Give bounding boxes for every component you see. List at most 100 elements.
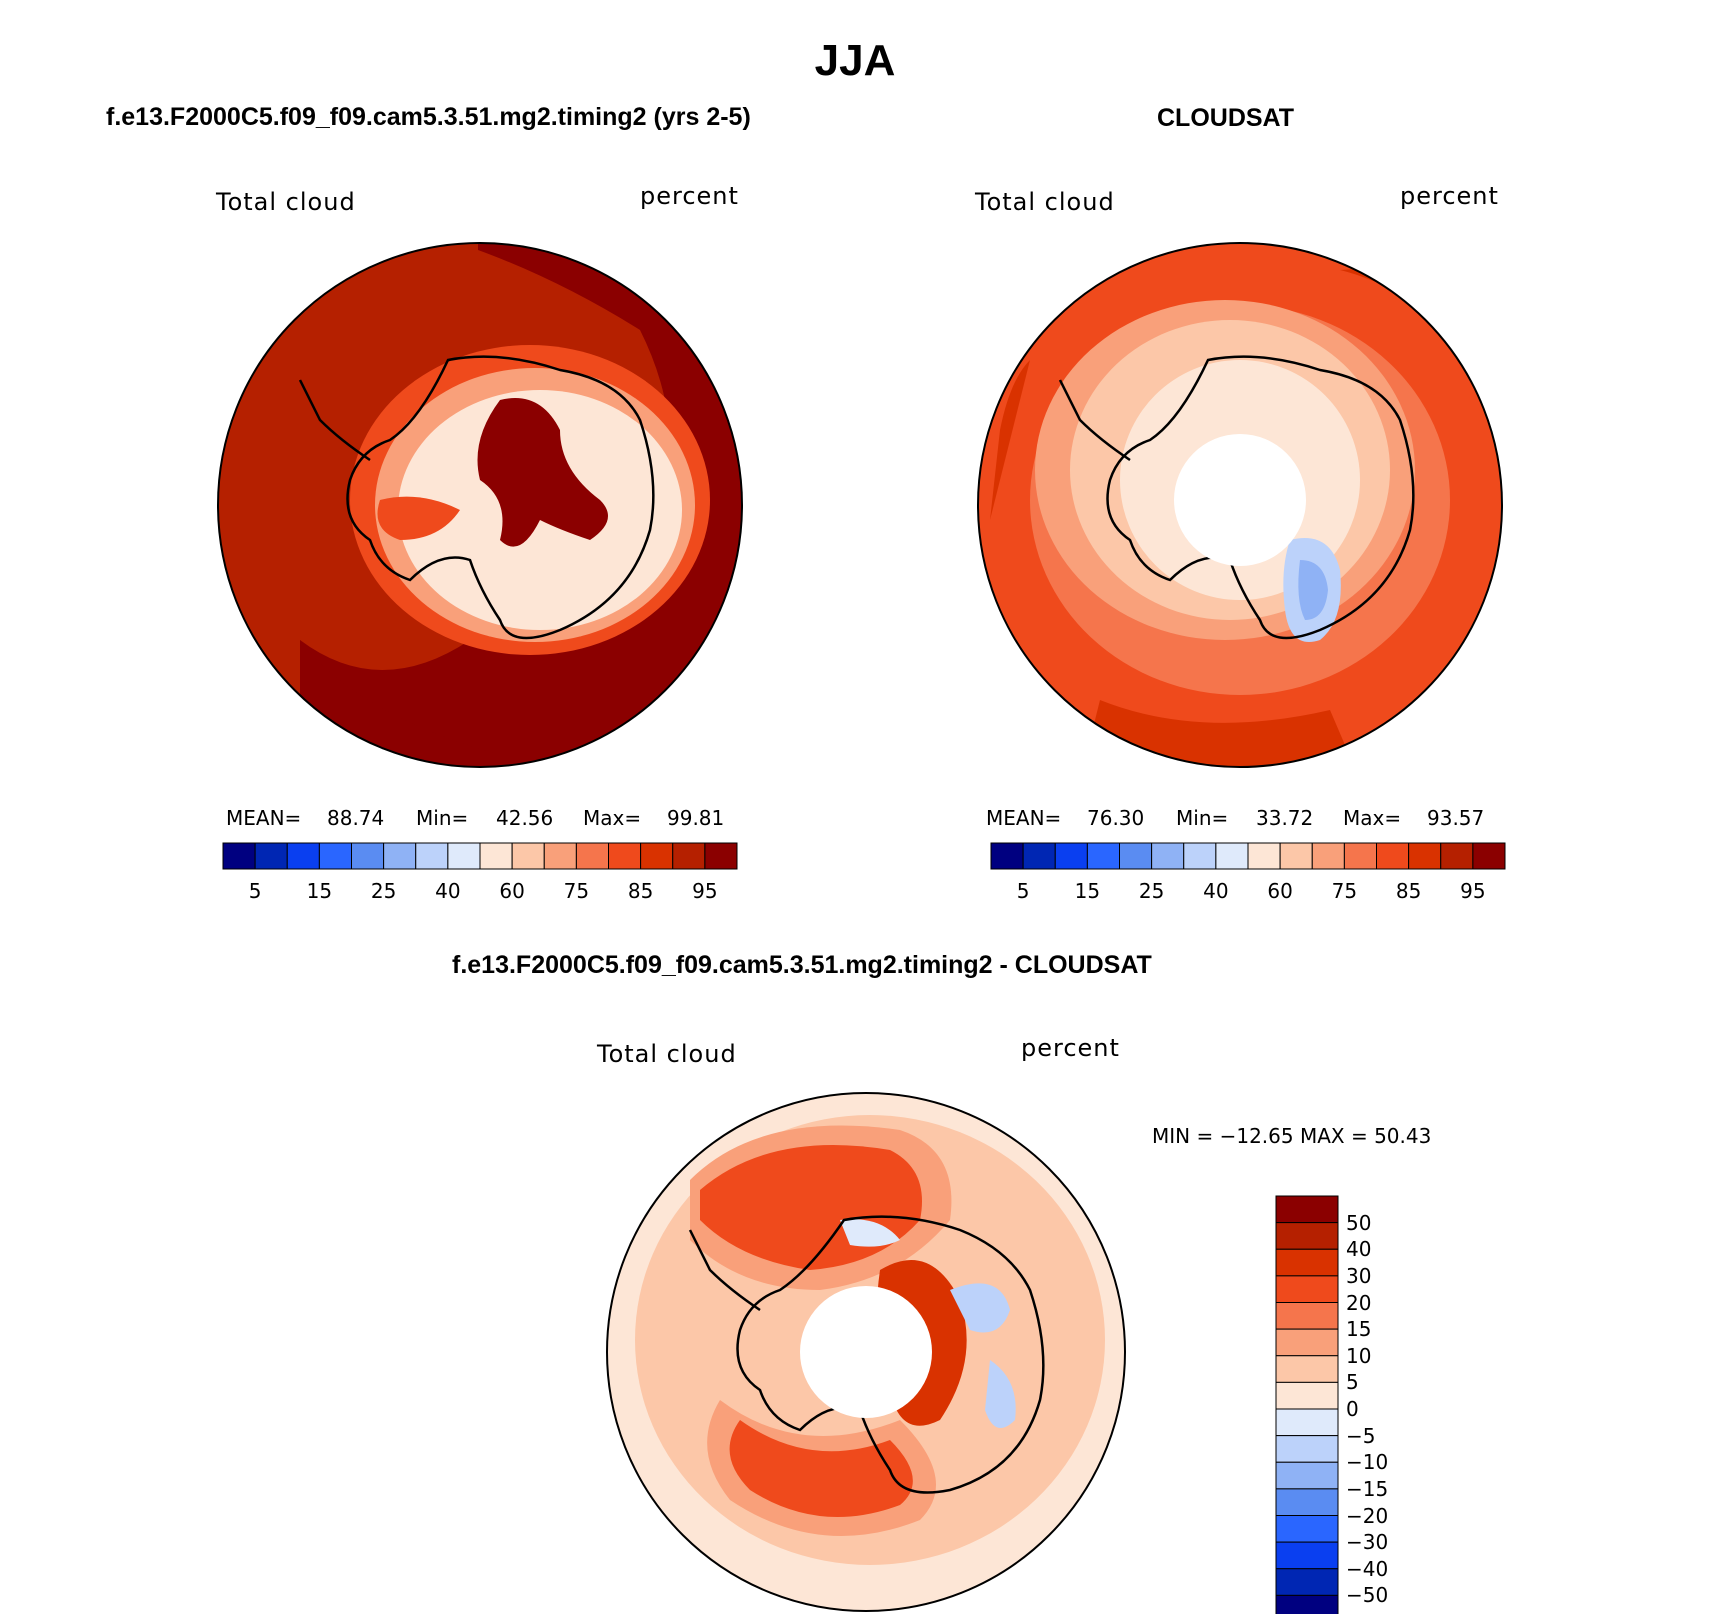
- panel-1-colorbar-swatch: [351, 842, 385, 870]
- panel-1-colorbar-tick-label: 60: [499, 879, 525, 903]
- panel-1-max-value: 99.81: [667, 806, 725, 830]
- panel-3-colorbar-tick-label: −15: [1346, 1476, 1389, 1501]
- panel-1-colorbar-swatch: [640, 842, 674, 870]
- panel-3-colorbar-swatch: [1275, 1568, 1339, 1596]
- panel-2-colorbar-swatch: [1311, 842, 1345, 870]
- panel-3-colorbar-tick-label: −30: [1346, 1530, 1389, 1555]
- panel-1-colorbar-swatch: [254, 842, 288, 870]
- panel-2-colorbar-swatch: [1279, 842, 1313, 870]
- panel-1-peninsula: [298, 379, 371, 462]
- panel-3-colorbar-swatch: [1275, 1328, 1339, 1357]
- panel-1-colorbar-swatch: [704, 842, 738, 870]
- panel-3-coastline: [736, 1215, 1045, 1494]
- panel-3-high-pos-s: [729, 1420, 913, 1517]
- panel-1-max-label: Max=: [583, 806, 642, 830]
- panel-3-colorbar-tick-label: −5: [1346, 1423, 1376, 1448]
- panel-2-colorbar-swatch: [1022, 842, 1056, 870]
- panel-3-neg-patch-3: [840, 1219, 900, 1247]
- panel-3-colorbar-tick-label: 20: [1346, 1290, 1372, 1315]
- panel-3-colorbar-swatch: [1275, 1248, 1339, 1277]
- panel-3-colorbar-swatch: [1275, 1275, 1339, 1303]
- panel-1-colorbar-tick-label: 75: [563, 879, 590, 903]
- panel-1-colorbar-swatch: [222, 842, 256, 870]
- panel-3-colorbar-swatch: [1275, 1435, 1339, 1463]
- panel-3-map-border: [606, 1092, 1126, 1612]
- panel-1-min-label: Min=: [416, 806, 469, 830]
- panel-1-variable-label: Total cloud: [216, 188, 356, 216]
- panel-3-colorbar-swatch: [1275, 1488, 1339, 1516]
- panel-1-colorbar-tick-label: 25: [370, 879, 397, 903]
- panel-2-colorbar-tick-label: 25: [1138, 879, 1165, 903]
- panel-2-low-cloud-core: [1298, 560, 1328, 620]
- panel-2-colorbar-swatch: [1215, 842, 1249, 870]
- panel-1-interior-patch: [377, 496, 460, 540]
- panel-3-polar-gap: [800, 1286, 932, 1418]
- panel-3-units-label: percent: [1021, 1034, 1120, 1062]
- panel-3-colorbar-tick-label: 50: [1346, 1210, 1372, 1235]
- panel-2-min-value: 33.72: [1256, 806, 1314, 830]
- panel-2-colorbar-tick-label: 85: [1395, 879, 1422, 903]
- panel-1-coastline: [346, 355, 655, 640]
- panel-1-colorbar-swatch: [511, 842, 545, 870]
- panel-3-colorbar-tick-label: 0: [1346, 1397, 1359, 1421]
- panel-3-neg-patch-2: [985, 1360, 1016, 1428]
- panel-1-colorbar-swatch: [575, 842, 609, 870]
- panel-1-high-cloud-region: [300, 243, 742, 767]
- panel-2-min-label: Min=: [1176, 806, 1229, 830]
- panel-3-colorbar-swatch: [1275, 1408, 1339, 1437]
- panel-2-coastline: [1106, 355, 1415, 640]
- panel-1-interior-high-cloud: [477, 398, 608, 547]
- panel-1-colorbar-tick-label: 95: [692, 879, 718, 903]
- panel-3-colorbar-tick-label: 10: [1346, 1343, 1372, 1368]
- panel-3-colorbar-swatch: [1275, 1355, 1339, 1383]
- panel-1-colorbar-swatch: [543, 842, 577, 870]
- panel-2-colorbar-swatch: [1472, 842, 1506, 870]
- panel-1-title: f.e13.F2000C5.f09_f09.cam5.3.51.mg2.timi…: [106, 103, 751, 131]
- panel-1-mean-label: MEAN=: [226, 806, 302, 830]
- panel-3-colorbar-tick-label: 30: [1346, 1263, 1372, 1288]
- panel-2-max-label: Max=: [1343, 806, 1402, 830]
- panel-3-colorbar-tick-label: 40: [1346, 1237, 1372, 1262]
- panel-2-variable-label: Total cloud: [975, 188, 1115, 216]
- panel-3-variable-label: Total cloud: [597, 1040, 737, 1068]
- panel-2-polar-gap: [1174, 434, 1306, 566]
- panel-2-colorbar-swatch: [1343, 842, 1377, 870]
- panel-2-max-value: 93.57: [1427, 806, 1485, 830]
- panel-2-colorbar-swatch: [990, 842, 1024, 870]
- panel-3-colorbar-swatch: [1275, 1195, 1339, 1224]
- panel-3-minmax: MIN = −12.65 MAX = 50.43: [1152, 1124, 1432, 1148]
- panel-1-colorbar-swatch: [318, 842, 352, 870]
- panel-1-colorbar-swatch: [383, 842, 417, 870]
- panel-3-colorbar-tick-label: 5: [1346, 1370, 1359, 1395]
- panel-2-colorbar-swatch: [1440, 842, 1474, 870]
- panel-2-map-border: [977, 242, 1503, 768]
- panel-3-colorbar-tick-label: 15: [1346, 1317, 1372, 1342]
- panel-3-colorbar-swatch: [1275, 1222, 1339, 1250]
- panel-1-colorbar-tick-label: 40: [435, 879, 461, 903]
- panel-2-title: CLOUDSAT: [1157, 104, 1295, 132]
- panel-1-mean-value: 88.74: [327, 806, 385, 830]
- panel-2-peninsula: [1058, 379, 1131, 462]
- panel-3-colorbar-tick-label: −10: [1346, 1450, 1389, 1475]
- panel-3-colorbar-tick-label: −50: [1346, 1583, 1389, 1608]
- panel-2-colorbar-tick-label: 5: [1016, 879, 1030, 903]
- panel-3-title: f.e13.F2000C5.f09_f09.cam5.3.51.mg2.timi…: [452, 951, 1152, 979]
- panel-2-colorbar-tick-label: 95: [1460, 879, 1486, 903]
- panel-1-colorbar-swatch: [608, 842, 642, 870]
- panel-2-high-cloud-w: [990, 360, 1030, 520]
- panel-2-mean-label: MEAN=: [986, 806, 1062, 830]
- panel-3-peninsula: [688, 1229, 761, 1312]
- panel-1-colorbar-tick-label: 15: [306, 879, 333, 903]
- panel-1-colorbar-tick-label: 5: [248, 879, 262, 903]
- panel-3-colorbar-swatch: [1275, 1541, 1339, 1570]
- panel-1-colorbar-tick-label: 85: [627, 879, 654, 903]
- panel-2-units-label: percent: [1400, 182, 1499, 210]
- main-title: JJA: [814, 36, 896, 85]
- panel-2-colorbar-tick-label: 40: [1203, 879, 1229, 903]
- panel-2-colorbar-tick-label: 15: [1074, 879, 1101, 903]
